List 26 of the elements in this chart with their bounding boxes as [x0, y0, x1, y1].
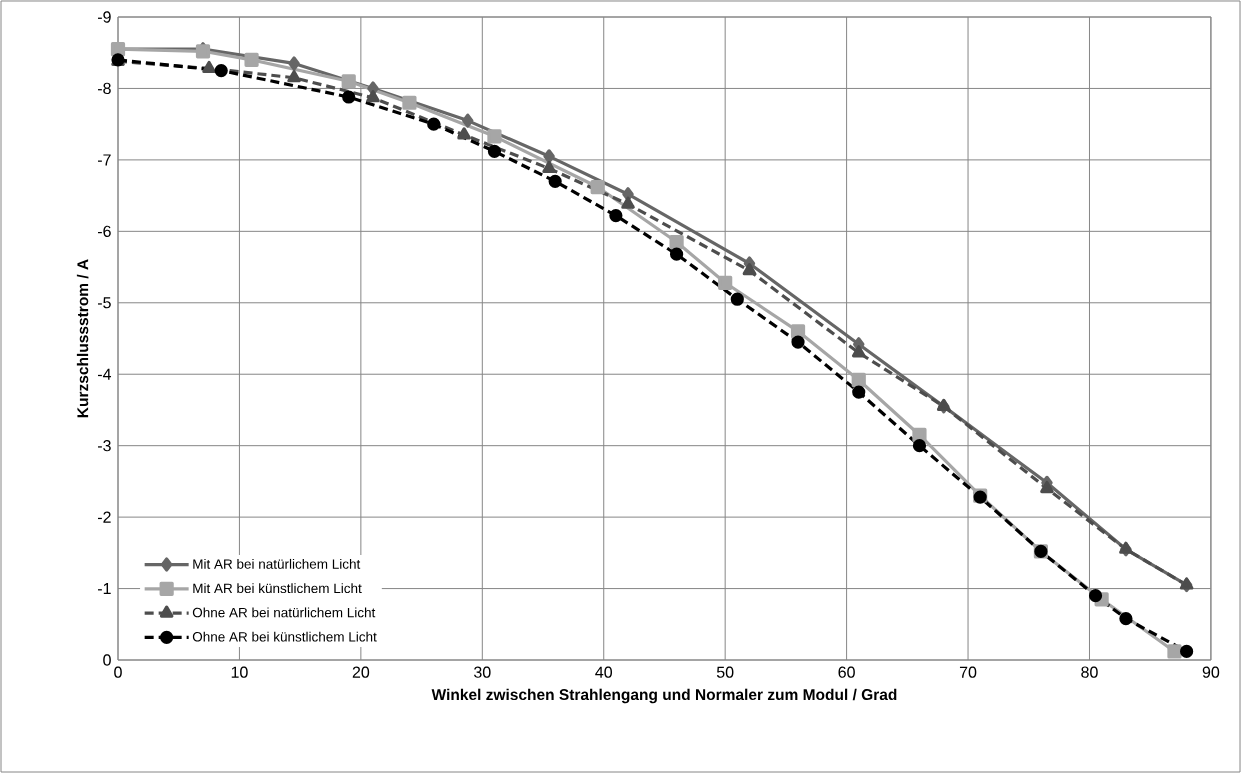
y-axis-title: Kurzschlussstrom / A — [76, 259, 89, 418]
legend-label: Mit AR bei künstlichem Licht — [193, 583, 362, 594]
x-tick-label: 60 — [838, 666, 855, 678]
y-tick-label: -3 — [97, 440, 111, 452]
legend-label: Mit AR bei natürlichem Licht — [193, 558, 361, 569]
x-tick-label: 50 — [716, 666, 734, 678]
y-tick-label: 0 — [103, 654, 111, 666]
x-tick-label: 30 — [474, 666, 491, 678]
y-tick-label: -9 — [97, 11, 111, 23]
legend-label: Ohne AR bei künstlichem Licht — [192, 631, 377, 642]
y-tick-label: -4 — [97, 368, 112, 380]
y-tick-label: -8 — [97, 82, 111, 95]
y-tick-label: -1 — [97, 583, 111, 595]
x-tick-label: 90 — [1202, 666, 1220, 678]
y-tick-label: -5 — [97, 297, 111, 309]
x-tick-label: 20 — [352, 666, 370, 678]
y-tick-label: -2 — [97, 511, 111, 523]
x-tick-label: 10 — [231, 666, 248, 678]
x-tick-label: 40 — [595, 666, 613, 678]
x-axis-title: Winkel zwischen Strahlengang und Normaler zum Modul / Grad — [431, 688, 897, 704]
x-tick-label: 70 — [959, 666, 977, 678]
y-tick-label: -7 — [97, 154, 111, 166]
x-tick-label: 0 — [114, 666, 122, 678]
x-tick-label: 80 — [1081, 666, 1098, 678]
legend-label: Ohne AR bei natürlichem Licht — [192, 607, 376, 618]
y-tick-label: -6 — [97, 225, 111, 237]
